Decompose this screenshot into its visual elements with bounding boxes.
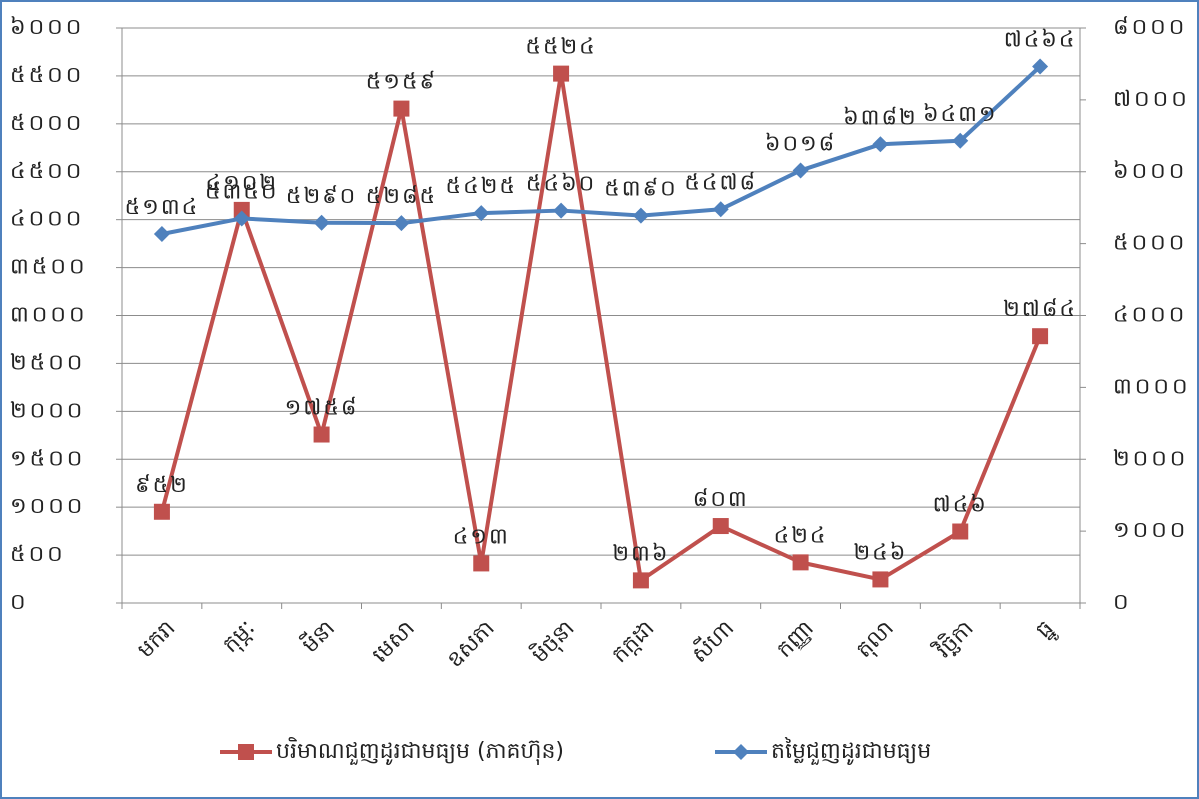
data-point	[632, 207, 649, 224]
series-line	[159, 71, 1042, 583]
data-point	[313, 214, 330, 231]
y-tick-label: ៥៥០០	[10, 63, 84, 88]
legend-marker	[733, 744, 749, 760]
y-tick-label: ៥០០០	[10, 111, 84, 136]
data-label: ១៧៥៨	[285, 396, 359, 421]
data-point	[233, 201, 250, 218]
y-tick-label: ០	[10, 590, 29, 615]
y2-tick-label: ១០០០	[1113, 518, 1188, 543]
y-tick-label: ១០០០	[10, 494, 85, 519]
y-tick-label: ៦០០០	[10, 15, 84, 40]
y2-tick-label: ៥០០០	[1113, 231, 1187, 256]
data-point	[473, 205, 490, 222]
y-tick-label: ៣៥០០	[10, 255, 88, 280]
y-tick-label: ២០០០	[10, 398, 85, 423]
data-label: ៥១៥៩	[366, 70, 437, 95]
data-point	[1032, 58, 1049, 75]
data-point	[952, 132, 969, 149]
y2-tick-label: ៤០០០	[1113, 303, 1187, 328]
y-tick-label: ២៥០០	[10, 350, 85, 375]
y-tick-label: ៤៥០០	[10, 159, 84, 184]
data-label: ៥៤៦០	[526, 172, 596, 197]
y2-tick-label: ២០០០	[1113, 446, 1188, 471]
data-point	[712, 201, 729, 218]
data-label: ៥៣៥០	[205, 179, 279, 204]
legend-marker	[238, 744, 254, 760]
data-label: ៥២៩០	[286, 184, 357, 209]
data-point	[1032, 328, 1049, 345]
legend-label: តម្លៃជួញដូរជាមធ្យម	[771, 737, 931, 765]
y2-tick-label: ៨០០០	[1113, 15, 1187, 40]
data-label: ៥៤៧៨	[684, 170, 757, 195]
data-point	[393, 215, 410, 232]
y2-tick-label: ៣០០០	[1113, 374, 1191, 399]
y-tick-label: ៤០០០	[10, 207, 84, 232]
data-point	[712, 518, 729, 535]
data-label: ២៣៦	[612, 541, 669, 566]
data-point	[872, 136, 889, 153]
y-tick-label: ៣០០០	[10, 303, 88, 328]
data-label: ៤១០២	[206, 171, 278, 196]
data-label: ៦០១៨	[765, 131, 836, 156]
data-point	[473, 555, 490, 572]
data-label: ៦៤៣១	[923, 102, 998, 127]
data-label: ៤១៣	[453, 524, 510, 549]
data-label: ៥៣៩០	[604, 177, 678, 202]
data-point	[153, 503, 170, 520]
data-label: ៥២៨៥	[366, 184, 437, 209]
data-label: ៥៥២៤	[525, 35, 596, 60]
data-label: ២៧៨៤	[1003, 297, 1077, 322]
data-point	[872, 571, 889, 588]
legend-label: បរិមាណជួញដូរជាមធ្យម (ភាគហ៊ុន)	[276, 737, 564, 765]
data-label: ៤២៤	[774, 523, 828, 548]
series-line	[161, 65, 1042, 236]
y-tick-label: ៥០០	[10, 542, 66, 567]
data-point	[153, 225, 170, 242]
data-point	[553, 65, 570, 82]
data-point	[792, 162, 809, 179]
data-point	[632, 572, 649, 589]
data-point	[233, 210, 250, 227]
data-label: ៨០៣	[693, 487, 749, 512]
data-label: ៥១៣៤	[125, 195, 200, 220]
y2-tick-label: ០	[1113, 590, 1132, 615]
data-point	[393, 100, 410, 117]
data-point	[313, 426, 330, 443]
data-label: ៧៤៦	[933, 493, 988, 518]
y-tick-label: ១៥០០	[10, 446, 85, 471]
data-label: ៦៣៨២	[843, 105, 918, 130]
data-point	[553, 202, 570, 219]
y2-tick-label: ៧០០០	[1113, 87, 1190, 112]
data-label: ៧៤៦៤	[1004, 28, 1077, 53]
data-point	[952, 523, 969, 540]
data-point	[792, 554, 809, 571]
y2-tick-label: ៦០០០	[1113, 159, 1187, 184]
data-label: ២៤៦	[854, 540, 908, 565]
data-label: ៩៥២	[135, 473, 189, 498]
data-label: ៥៤២៥	[446, 174, 517, 199]
